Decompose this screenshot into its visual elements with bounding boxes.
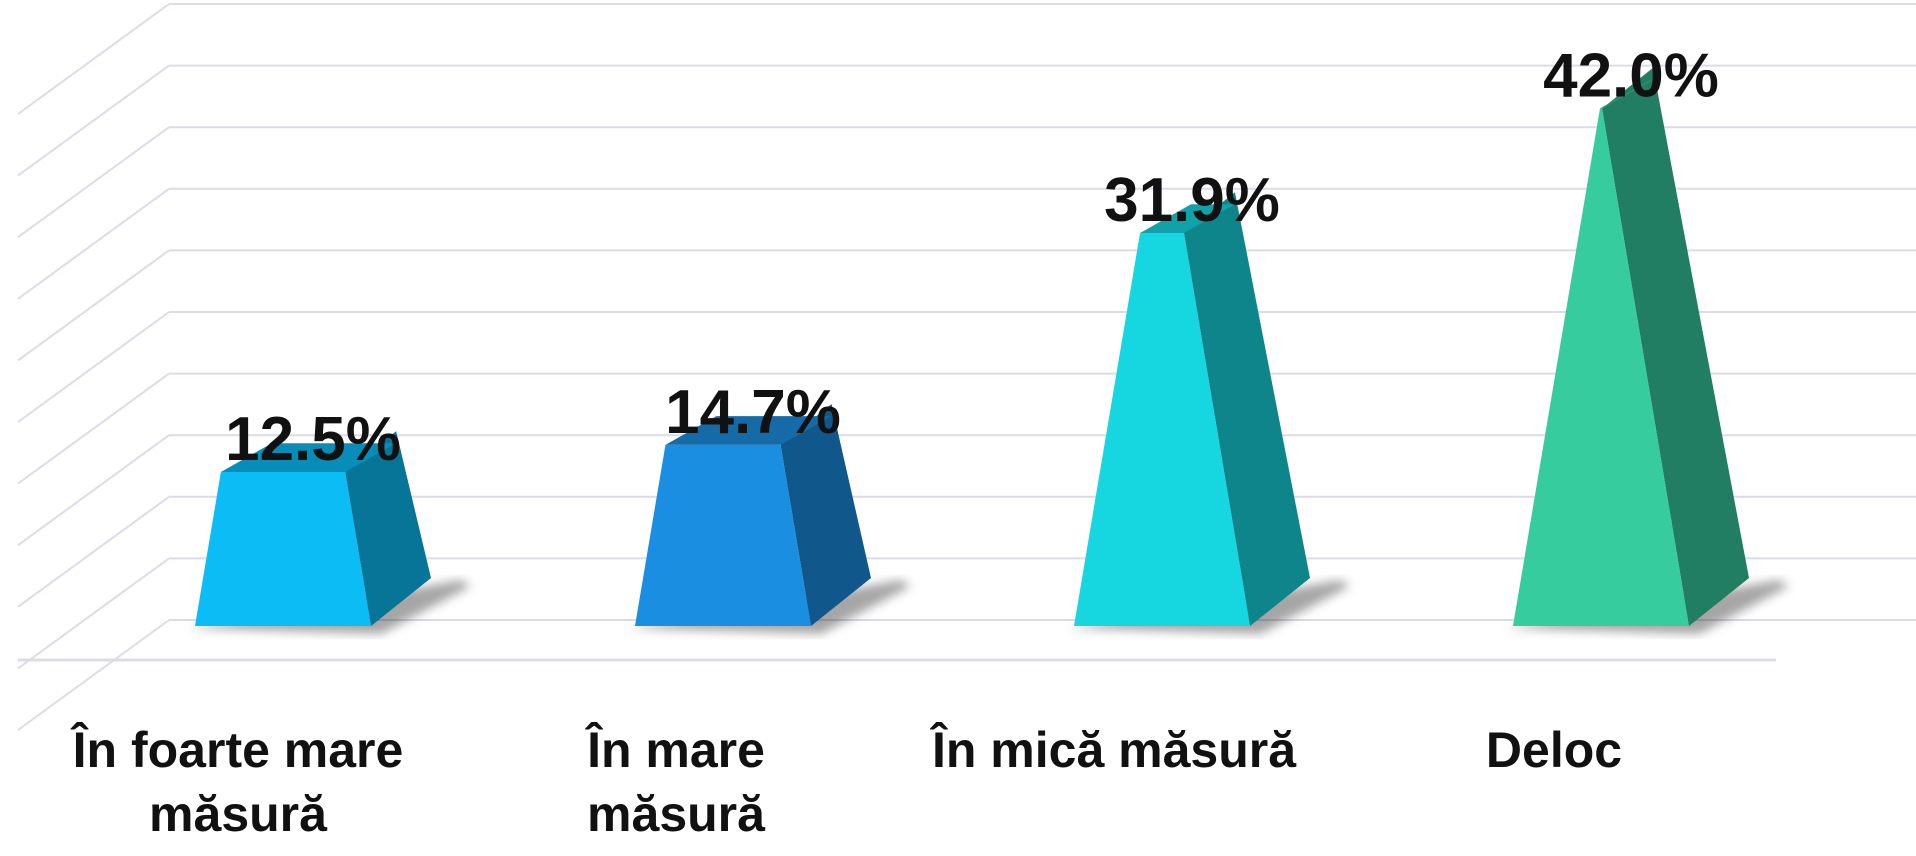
x-tick-label: În foarte mare măsură bbox=[72, 722, 404, 842]
grid-line-side bbox=[17, 249, 170, 362]
grid-line-side bbox=[17, 126, 170, 239]
bar-top bbox=[1599, 79, 1654, 109]
grid-line-side bbox=[17, 372, 170, 485]
bar-top bbox=[220, 443, 397, 472]
value-label: 14.7% bbox=[665, 378, 841, 447]
grid-line-side bbox=[17, 619, 170, 731]
x-tick-label: Deloc bbox=[1485, 722, 1623, 778]
value-label: 31.9% bbox=[1104, 166, 1280, 235]
x-tick-label: În mică măsură bbox=[931, 722, 1297, 778]
bar bbox=[1074, 232, 1250, 626]
grid-line-side bbox=[17, 187, 170, 300]
bar-side bbox=[780, 404, 871, 626]
bar-side bbox=[345, 431, 431, 626]
grid-line-side bbox=[17, 64, 170, 177]
bar bbox=[195, 472, 371, 626]
grid-line-side bbox=[17, 3, 170, 115]
bar bbox=[635, 444, 811, 626]
grid-line-side bbox=[17, 311, 170, 423]
grid-line-side bbox=[17, 495, 170, 608]
bar-top bbox=[1140, 204, 1235, 233]
grid-line-side bbox=[17, 434, 170, 547]
value-label: 42.0% bbox=[1543, 42, 1719, 111]
bar-top bbox=[665, 416, 832, 445]
grid-line-side bbox=[17, 557, 170, 670]
bar bbox=[1513, 108, 1689, 626]
bar-side bbox=[1183, 192, 1310, 626]
bar-side bbox=[1602, 67, 1749, 626]
x-tick-label: În mare măsură bbox=[587, 722, 765, 842]
value-label: 12.5% bbox=[225, 405, 401, 474]
